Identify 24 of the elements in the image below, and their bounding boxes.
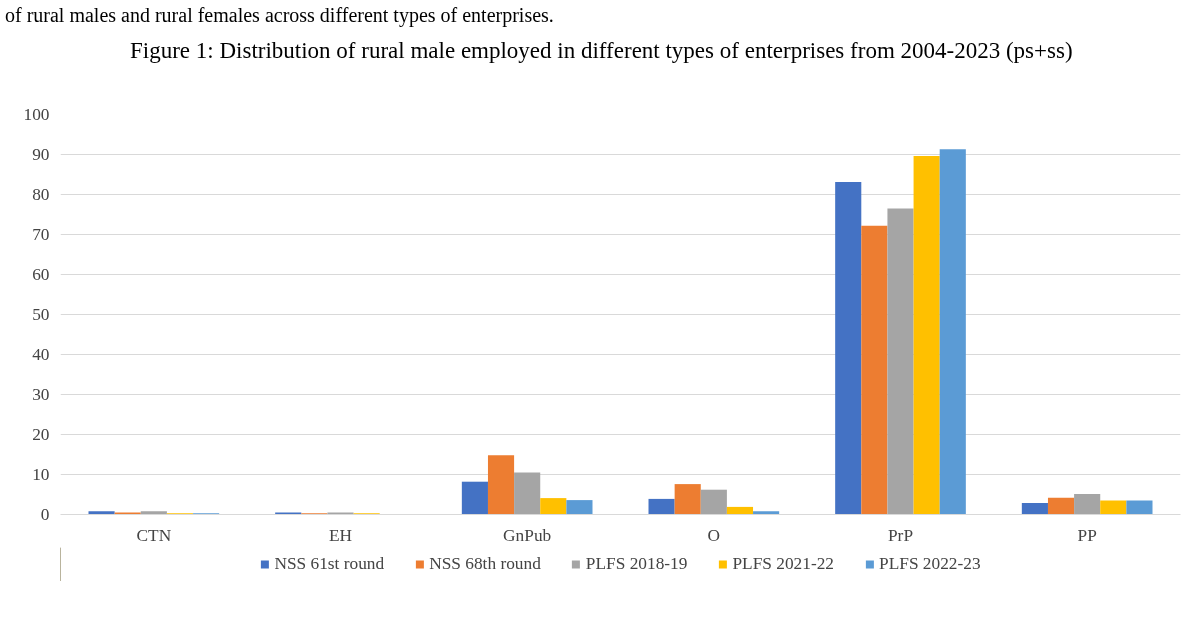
legend-label: NSS 61st round (274, 554, 385, 574)
y-tick-label: 90 (32, 145, 50, 164)
x-tick-label: PP (1077, 525, 1097, 545)
legend-label: NSS 68th round (429, 554, 541, 574)
legend-label: PLFS 2022-23 (879, 554, 981, 574)
legend-label: PLFS 2018-19 (585, 554, 688, 574)
y-tick-label: 80 (32, 185, 50, 204)
y-tick-label: 0 (40, 505, 50, 524)
y-tick-label: 100 (23, 105, 50, 124)
y-tick-label: 20 (32, 425, 50, 444)
x-tick-label: GnPub (503, 525, 552, 545)
x-tick-label: EH (328, 525, 353, 545)
text: of rural males and rural females across different types of enterprises. (5, 4, 554, 26)
x-tick-label: CTN (136, 525, 172, 545)
legend-label: PLFS 2021-22 (732, 554, 835, 574)
y-tick-label: 40 (32, 345, 50, 364)
x-tick-label: PrP (887, 525, 914, 545)
y-tick-label: 60 (32, 265, 50, 284)
x-tick-label: O (707, 525, 721, 545)
y-tick-label: 70 (32, 225, 50, 244)
y-tick-label: 30 (32, 385, 50, 404)
chart-title: Figure 1: Distribution of rural male employed in different types of enterprises from 2004-2023 (ps+ss) (130, 37, 1074, 64)
y-tick-label: 50 (32, 305, 50, 324)
y-tick-label: 10 (32, 465, 50, 484)
